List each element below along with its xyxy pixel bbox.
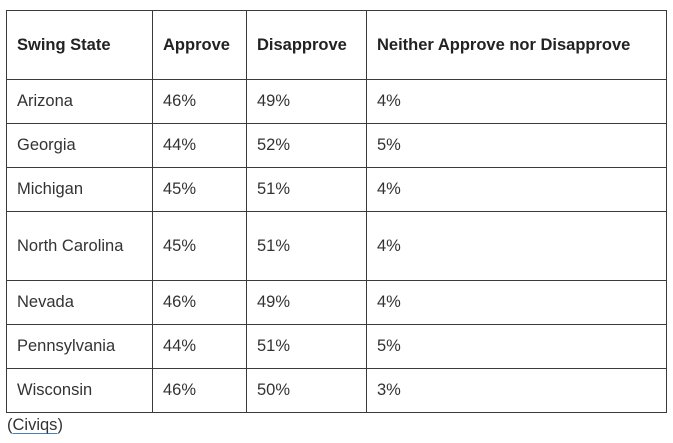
neither-cell: 4% [366,79,667,124]
disapprove-cell: 50% [246,368,367,413]
state-cell: Pennsylvania [6,324,153,369]
header-swing-state: Swing State [6,10,153,80]
state-cell: Arizona [6,79,153,124]
approve-cell: 44% [152,123,247,168]
approve-cell: 46% [152,280,247,325]
table-row: Michigan 45% 51% 4% [6,167,667,212]
approve-cell: 46% [152,368,247,413]
state-cell: Wisconsin [6,368,153,413]
neither-cell: 4% [366,211,667,281]
neither-cell: 4% [366,167,667,212]
table-row: Arizona 46% 49% 4% [6,79,667,124]
disapprove-cell: 51% [246,167,367,212]
approve-cell: 46% [152,79,247,124]
header-disapprove: Disapprove [246,10,367,80]
table-row: Wisconsin 46% 50% 3% [6,368,667,413]
state-cell: Georgia [6,123,153,168]
source-link-civiqs[interactable]: Civiqs [12,416,58,434]
disapprove-cell: 52% [246,123,367,168]
table-row: Pennsylvania 44% 51% 5% [6,324,667,369]
state-cell: Nevada [6,280,153,325]
disapprove-cell: 51% [246,324,367,369]
source-citation: (Civiqs) [7,414,63,436]
table-header-row: Swing State Approve Disapprove Neither A… [6,10,667,80]
source-open-paren: ( [7,416,13,434]
table-row: North Carolina 45% 51% 4% [6,211,667,281]
neither-cell: 3% [366,368,667,413]
header-approve: Approve [152,10,247,80]
approve-cell: 45% [152,211,247,281]
state-cell: Michigan [6,167,153,212]
disapprove-cell: 51% [246,211,367,281]
approve-cell: 44% [152,324,247,369]
table-row: Georgia 44% 52% 5% [6,123,667,168]
swing-state-approval-table: Swing State Approve Disapprove Neither A… [6,10,667,413]
disapprove-cell: 49% [246,79,367,124]
neither-cell: 5% [366,123,667,168]
table-row: Nevada 46% 49% 4% [6,280,667,325]
poll-table-container: Swing State Approve Disapprove Neither A… [6,10,667,413]
neither-cell: 4% [366,280,667,325]
header-neither: Neither Approve nor Disapprove [366,10,667,80]
source-close-paren: ) [57,416,63,434]
approve-cell: 45% [152,167,247,212]
neither-cell: 5% [366,324,667,369]
state-cell: North Carolina [6,211,153,281]
disapprove-cell: 49% [246,280,367,325]
